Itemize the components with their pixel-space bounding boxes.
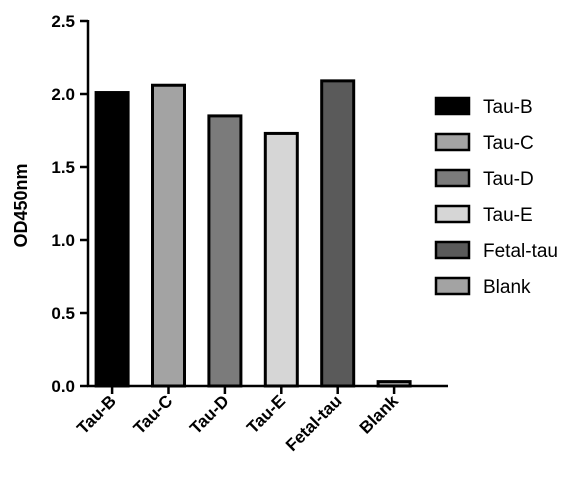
bars [94, 79, 412, 388]
legend-swatch [434, 240, 471, 260]
x-tick-label: Tau-C [130, 391, 177, 438]
legend-label: Tau-E [483, 205, 533, 226]
y-tick-label: 0.5 [51, 304, 75, 323]
legend-label: Tau-C [483, 133, 534, 154]
legend-swatch [434, 204, 471, 224]
y-tick-label: 2.5 [51, 12, 75, 31]
x-tick-label: Tau-D [186, 391, 233, 438]
y-tick-label: 1.0 [51, 231, 75, 250]
y-tick-label: 2.0 [51, 85, 75, 104]
legend-swatch [434, 168, 471, 188]
y-tick-label: 0.0 [51, 377, 75, 396]
x-axis [87, 384, 448, 394]
bar-tau-e [263, 131, 299, 388]
bar-tau-b [94, 91, 130, 388]
legend-label: Fetal-tau [483, 241, 558, 262]
x-tick-label: Fetal-tau [282, 391, 346, 455]
legend-label: Tau-B [483, 97, 533, 118]
bar-tau-d [207, 114, 243, 388]
y-tick-label: 1.5 [51, 158, 75, 177]
bar-fetal-tau [320, 79, 356, 388]
legend-swatch [434, 132, 471, 152]
y-tick-labels: 0.0 0.5 1.0 1.5 2.0 2.5 [51, 12, 75, 396]
y-axis-title: OD450nm [11, 163, 31, 247]
legend: Tau-B Tau-C Tau-D Tau-E Fetal-tau Blank [434, 96, 558, 298]
legend-swatch [434, 96, 471, 116]
x-tick-label: Blank [356, 391, 403, 438]
legend-label: Blank [483, 277, 531, 298]
legend-label: Tau-D [483, 169, 534, 190]
y-axis [80, 19, 90, 388]
bar-tau-c [151, 83, 186, 388]
x-tick-label: Tau-B [73, 391, 120, 438]
x-tick-label: Tau-E [243, 391, 289, 437]
legend-swatch [434, 276, 471, 296]
